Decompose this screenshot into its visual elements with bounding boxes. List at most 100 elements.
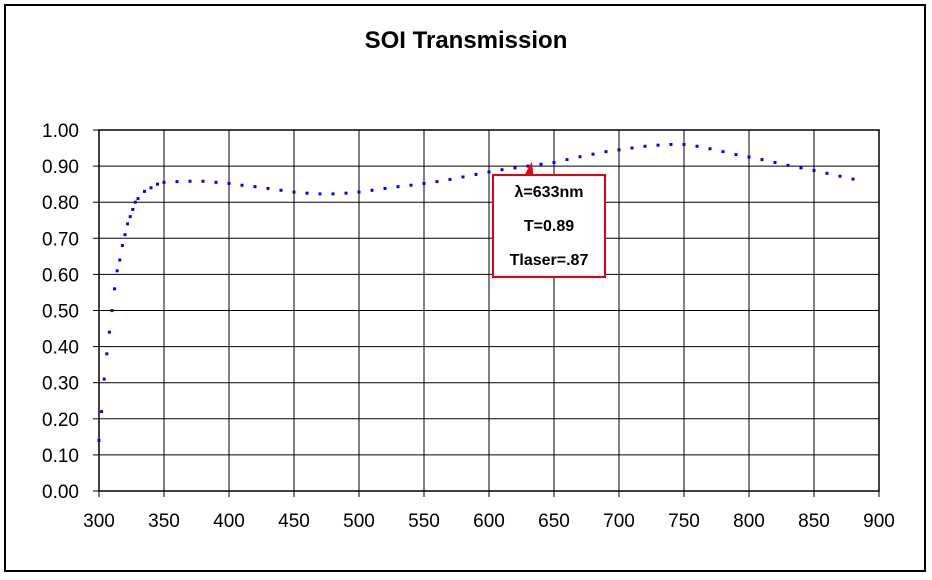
data-point: [266, 186, 270, 190]
data-point: [120, 244, 124, 248]
data-point: [565, 158, 569, 162]
x-tick-label: 400: [213, 511, 245, 532]
data-point: [102, 377, 106, 381]
y-tick-label: 0.70: [42, 229, 79, 250]
y-tick-label: 0.30: [42, 374, 79, 395]
x-tick-label: 650: [538, 511, 570, 532]
data-point: [578, 155, 582, 159]
data-point: [669, 142, 673, 146]
data-point: [617, 148, 621, 152]
data-point: [409, 183, 413, 187]
data-point: [474, 172, 478, 176]
data-point: [721, 150, 725, 154]
data-point: [133, 200, 137, 204]
data-point: [539, 162, 543, 166]
data-point: [396, 185, 400, 189]
data-point: [118, 258, 122, 262]
x-tick-label: 500: [343, 511, 375, 532]
data-point: [435, 180, 439, 184]
x-tick-label: 850: [798, 511, 830, 532]
y-tick-labels: 0.00 0.10 0.20 0.30 0.40 0.50 0.60 0.70 0.80 0.90…: [42, 121, 79, 503]
data-point: [156, 182, 159, 186]
y-tick-label: 0.90: [42, 157, 79, 178]
data-point: [105, 352, 109, 356]
annotation-lambda: λ=633nm: [514, 184, 584, 201]
data-point: [201, 179, 205, 183]
data-point: [591, 152, 595, 156]
x-tick-label: 900: [863, 511, 895, 532]
data-point: [786, 163, 790, 167]
data-point: [708, 147, 712, 151]
data-point: [227, 181, 231, 185]
data-point: [448, 177, 452, 181]
y-tick-label: 0.50: [42, 302, 79, 323]
data-point: [383, 186, 387, 190]
data-point: [851, 177, 855, 181]
y-tick-label: 0.80: [42, 193, 79, 214]
data-point: [175, 180, 179, 184]
data-point: [126, 222, 130, 226]
data-point: [773, 160, 777, 164]
data-point: [110, 309, 114, 312]
data-point: [500, 168, 504, 172]
data-point: [734, 153, 738, 157]
x-tick-label: 450: [278, 511, 310, 532]
y-tick-label: 0.10: [42, 446, 79, 467]
data-point: [812, 168, 816, 172]
data-point: [487, 170, 491, 174]
x-tick-label: 350: [148, 511, 180, 532]
data-point: [279, 188, 283, 192]
data-point: [253, 185, 257, 189]
data-point: [305, 191, 309, 195]
data-point: [115, 269, 119, 273]
data-point: [100, 410, 104, 414]
data-point: [113, 287, 117, 291]
data-point: [630, 146, 634, 150]
data-point: [695, 144, 699, 148]
data-point: [799, 166, 803, 170]
x-tick-label: 300: [83, 511, 115, 532]
data-point: [162, 180, 166, 184]
x-tick-label: 800: [733, 511, 765, 532]
data-point: [131, 207, 135, 211]
y-tick-label: 1.00: [42, 121, 79, 142]
data-point: [370, 188, 374, 192]
chart-title: SOI Transmission: [365, 27, 568, 54]
x-tick-label: 750: [668, 511, 700, 532]
data-point: [682, 142, 686, 146]
data-point: [526, 164, 530, 168]
data-point: [604, 150, 608, 154]
data-point: [331, 192, 335, 196]
data-point: [344, 191, 348, 195]
data-point: [123, 233, 127, 237]
data-point: [214, 180, 218, 184]
data-point: [825, 171, 829, 175]
data-point: [422, 181, 426, 185]
x-tick-label: 600: [473, 511, 505, 532]
x-tick-label: 550: [408, 511, 440, 532]
data-point: [760, 158, 764, 162]
data-point: [107, 330, 111, 334]
data-point: [143, 189, 146, 193]
data-point: [318, 192, 322, 196]
data-point: [838, 174, 842, 178]
data-point: [357, 190, 361, 194]
y-tick-label: 0.40: [42, 338, 79, 359]
annotation-box: λ=633nm T=0.89 Tlaser=.87: [492, 174, 606, 278]
data-point: [747, 155, 751, 159]
data-points: [97, 142, 855, 442]
y-tick-label: 0.20: [42, 410, 79, 431]
data-point: [513, 166, 517, 170]
data-point: [292, 190, 296, 194]
annotation-transmission: T=0.89: [523, 218, 575, 235]
x-tick-label: 700: [603, 511, 635, 532]
data-point: [461, 175, 465, 179]
data-point: [656, 143, 660, 147]
data-point: [643, 144, 647, 148]
data-point: [188, 179, 192, 183]
data-point: [240, 183, 244, 187]
x-tick-labels: 300 350 400 450 500 550 600 650 700 750 800 850 900: [83, 511, 895, 532]
data-point: [149, 186, 153, 190]
data-point: [552, 160, 556, 164]
